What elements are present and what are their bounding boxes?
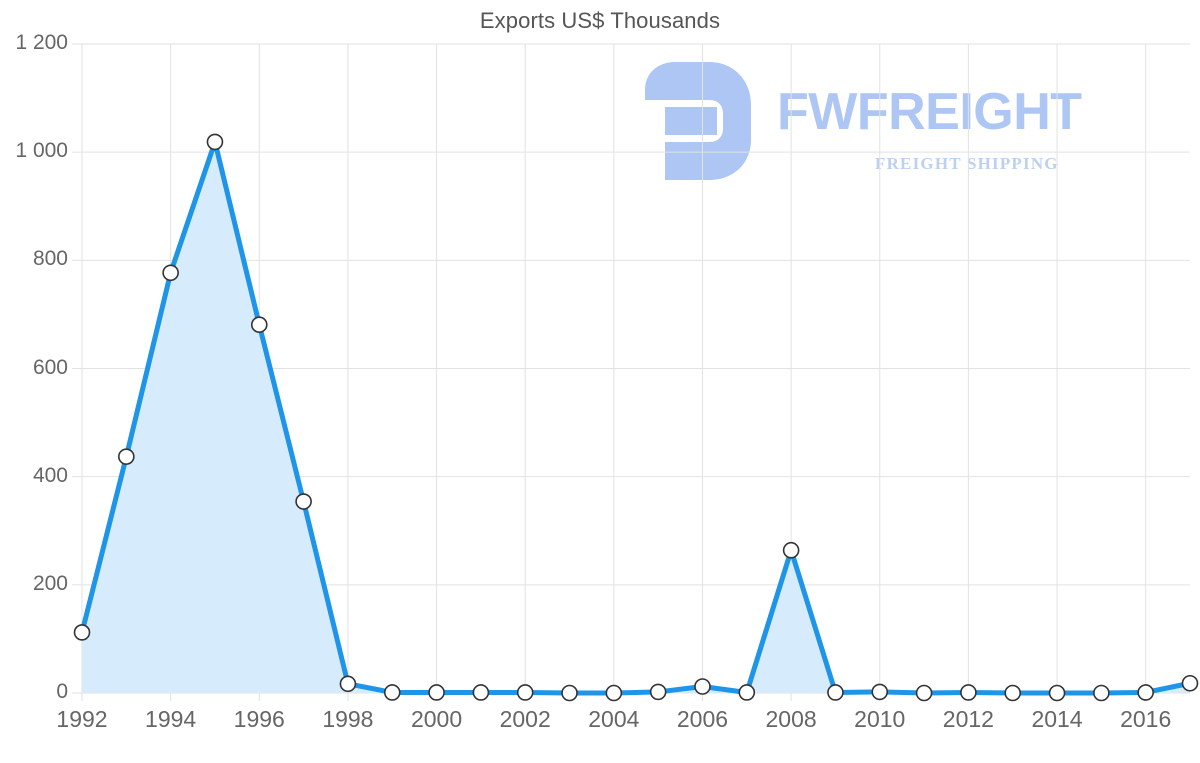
data-point-marker[interactable] (339, 675, 357, 693)
x-axis-tick-label: 1994 (145, 706, 197, 732)
x-axis-tick-label: 1998 (322, 706, 374, 732)
data-point-marker[interactable] (827, 684, 844, 701)
data-point-marker[interactable] (73, 624, 91, 641)
data-point-marker[interactable] (118, 448, 135, 465)
data-point-marker[interactable] (472, 684, 490, 701)
y-axis-tick-label: 400 (32, 463, 68, 487)
data-point-marker[interactable] (694, 678, 711, 695)
area-fill-path (82, 141, 1190, 693)
data-point-marker[interactable] (428, 684, 445, 701)
chart-title: Exports US$ Thousands (479, 8, 721, 33)
data-point-marker[interactable] (561, 684, 578, 702)
y-axis-tick-label: 0 (56, 680, 68, 703)
series-markers (73, 133, 1199, 702)
data-point-marker[interactable] (915, 684, 933, 702)
x-axis-tick-label: 2008 (765, 706, 817, 732)
series-area-fill (82, 141, 1190, 693)
data-point-marker[interactable] (1004, 684, 1022, 702)
data-point-marker[interactable] (1048, 684, 1066, 702)
y-axis-tick-label: 600 (32, 355, 68, 379)
data-point-marker[interactable] (1181, 674, 1199, 692)
y-axis-tick-label: 200 (32, 571, 68, 595)
data-point-marker[interactable] (605, 684, 623, 702)
x-axis-tick-label: 2012 (942, 706, 994, 732)
data-point-marker[interactable] (1137, 684, 1154, 701)
data-point-marker[interactable] (206, 133, 224, 151)
data-point-marker[interactable] (782, 541, 800, 559)
data-point-marker[interactable] (738, 684, 756, 701)
x-axis-tick-label: 2006 (676, 706, 729, 732)
x-axis-tick-label: 2000 (410, 706, 463, 732)
x-axis-tick-label: 1992 (56, 706, 108, 732)
y-axis-tick-label: 1 000 (15, 139, 68, 163)
data-point-marker[interactable] (1093, 684, 1110, 702)
x-axis-tick-label: 2004 (588, 706, 640, 732)
data-point-marker[interactable] (295, 493, 312, 510)
y-axis-tick-label: 1 200 (15, 31, 68, 54)
x-axis-tick-label: 1996 (233, 706, 285, 732)
data-point-marker[interactable] (960, 684, 977, 701)
y-axis-tick-label: 800 (32, 247, 68, 271)
data-point-marker[interactable] (383, 684, 401, 701)
x-axis-tick-label: 2014 (1031, 706, 1083, 732)
data-point-marker[interactable] (649, 683, 667, 701)
x-axis-tick-label: 2016 (1120, 706, 1172, 732)
data-point-marker[interactable] (162, 264, 179, 282)
data-point-marker[interactable] (516, 684, 534, 701)
data-point-marker[interactable] (250, 316, 268, 333)
data-point-marker[interactable] (871, 683, 889, 701)
x-axis-tick-label: 2010 (854, 706, 906, 732)
x-axis-tick-label: 2002 (499, 706, 551, 732)
